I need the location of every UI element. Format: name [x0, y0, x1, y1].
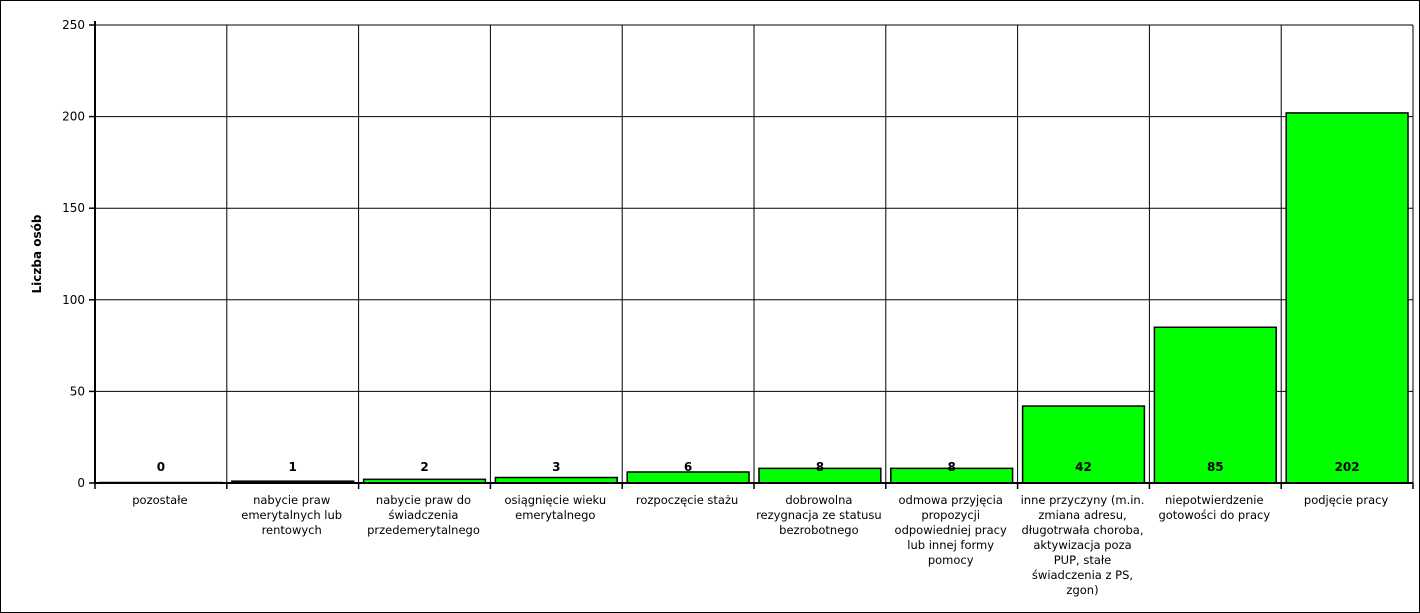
data-label: 8 [948, 460, 956, 474]
category-label: inne przyczyny (m.in. zmiana adresu, dłu… [1020, 493, 1145, 597]
category-label: rozpoczęcie stażu [635, 493, 739, 507]
category-label: odmowa przyjęcia propozycji odpowiedniej… [894, 493, 1007, 567]
data-label: 2 [420, 460, 428, 474]
bar-10 [1285, 112, 1409, 484]
y-tick-label: 50 [70, 384, 85, 398]
y-tick-label: 100 [62, 293, 85, 307]
y-tick-label: 0 [77, 476, 85, 490]
bar-9 [1153, 326, 1277, 484]
data-label: 0 [157, 460, 165, 474]
y-axis-title: Liczba osób [30, 214, 44, 293]
data-label: 6 [684, 460, 692, 474]
category-label: dobrowolna rezygnacja ze statusu bezrobo… [756, 493, 882, 537]
category-label: niepotwierdzenie gotowości do pracy [1158, 493, 1271, 522]
y-tick-label: 200 [62, 110, 85, 124]
category-label: nabycie praw do świadczenia przedemeryta… [367, 493, 480, 537]
category-label: osiągnięcie wieku emerytalnego [504, 493, 607, 522]
data-label: 1 [289, 460, 297, 474]
data-label: 85 [1207, 460, 1224, 474]
y-tick-label: 250 [62, 18, 85, 32]
y-tick-label: 150 [62, 201, 85, 215]
category-label: nabycie praw emerytalnych lub rentowych [241, 493, 343, 537]
data-label: 8 [816, 460, 824, 474]
data-label: 42 [1075, 460, 1092, 474]
category-label: podjęcie pracy [1303, 493, 1389, 507]
data-label: 202 [1335, 460, 1360, 474]
category-label: pozostałe [132, 493, 188, 507]
data-label: 3 [552, 460, 560, 474]
